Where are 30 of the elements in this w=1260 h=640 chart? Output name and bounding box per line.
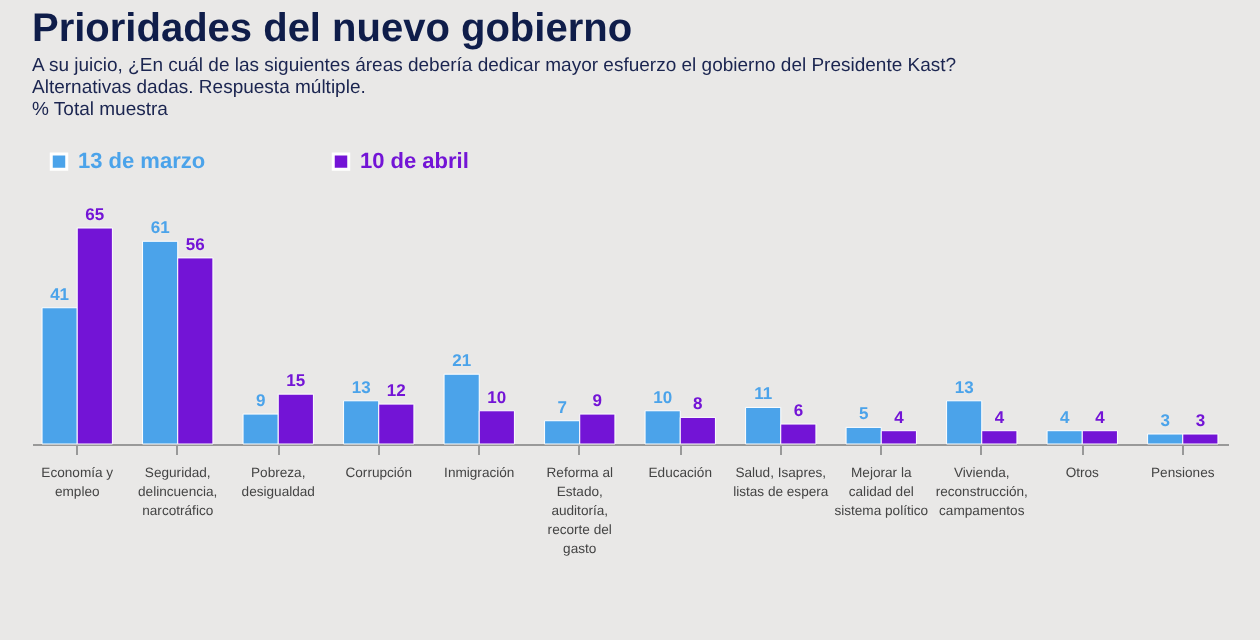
data-label: 21 [452, 350, 472, 371]
text: % Total muestra [32, 99, 170, 121]
data-label: 9 [255, 390, 266, 411]
data-label: 61 [150, 217, 171, 238]
data-label: 13 [351, 376, 372, 397]
legend-label: 10 de abril [360, 149, 469, 174]
data-label: 41 [50, 283, 70, 304]
chart-title: Prioridades del nuevo gobierno [32, 7, 633, 51]
legend-label: 13 de marzo [78, 149, 206, 174]
data-label: 4 [1095, 406, 1106, 427]
data-label: 10 [487, 386, 507, 407]
data-label: 12 [386, 380, 407, 401]
data-label: 4 [1059, 406, 1070, 427]
text: Alternativas dadas. Respuesta múltiple. [32, 77, 366, 99]
data-label: 5 [858, 403, 869, 424]
data-label: 13 [954, 376, 975, 397]
data-label: 3 [1195, 410, 1206, 431]
data-label: 11 [754, 383, 773, 404]
data-label: 4 [894, 406, 905, 427]
data-label: 15 [286, 370, 306, 391]
data-label: 6 [793, 400, 804, 421]
data-label: 9 [592, 390, 603, 411]
data-label: 65 [85, 204, 105, 224]
data-label: 10 [653, 386, 673, 407]
chart-subtitle: A su juicio, ¿En cuál de las siguientes áreas debería dedicar mayor esfuerzo el gobierno del Presidente Kast? [32, 55, 957, 77]
data-label: 3 [1160, 410, 1171, 431]
data-label: 8 [693, 393, 704, 414]
data-label: 4 [994, 406, 1005, 427]
data-label: 7 [557, 396, 568, 417]
data-label: 56 [185, 233, 206, 254]
